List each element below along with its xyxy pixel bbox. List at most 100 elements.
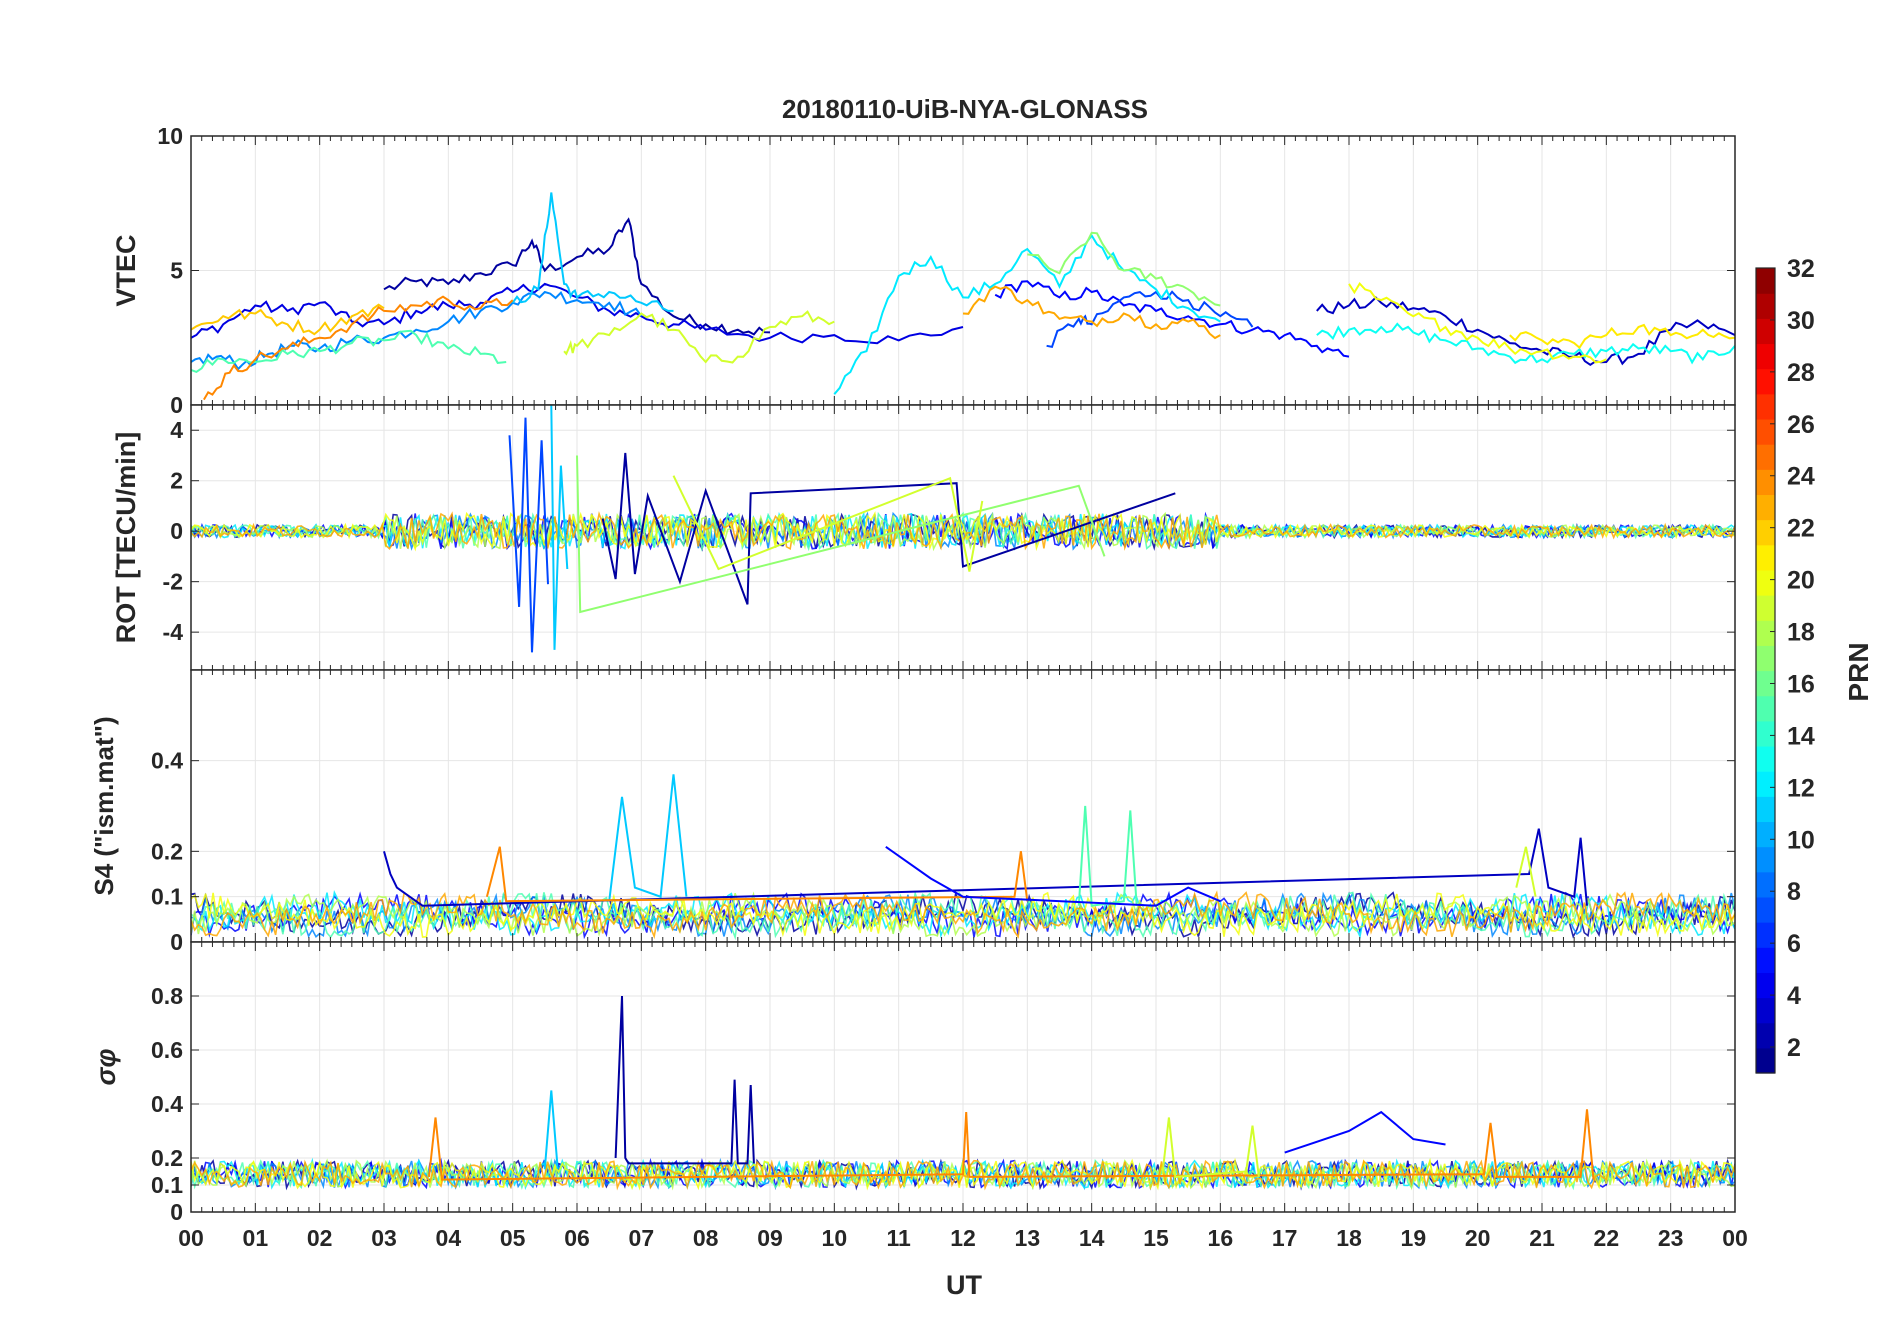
series-prn-5 [885,845,1221,907]
series-prn-2 [601,452,1176,605]
y-tick-label: 0.6 [151,1037,183,1063]
colorbar-segment [1756,444,1775,470]
x-tick-label: 07 [629,1225,655,1251]
colorbar-tick-label: 16 [1787,670,1815,698]
y-tick-label: -2 [163,569,183,595]
plot-area [191,774,1735,941]
series-prn-19 [672,475,984,572]
y-tick-label: 10 [157,123,183,149]
series-prn-5 [994,280,1350,358]
colorbar-tick-label: 8 [1787,878,1801,906]
x-tick-label: 18 [1336,1225,1362,1251]
colorbar-segment [1756,670,1775,697]
colorbar-segment [1756,1047,1775,1074]
x-tick-label: 03 [371,1225,397,1251]
colorbar-tick-label: 18 [1787,619,1815,647]
colorbar-segment [1756,972,1775,999]
noise-series-prn-18 [191,891,1735,938]
colorbar-segment [1756,544,1775,571]
colorbar-tick-label: 28 [1787,359,1815,387]
x-tick-label: 00 [178,1225,204,1251]
series-prn-24 [203,295,514,401]
colorbar-segment [1756,745,1775,772]
series-prn-11 [608,774,688,902]
colorbar-segment [1756,1022,1775,1049]
series-prn-7 [508,417,549,653]
y-tick-label: 0 [170,518,183,544]
series-prn-11 [511,192,674,312]
y-tick-label: 0.1 [151,884,183,910]
series-prn-24 [428,1109,1595,1181]
colorbar-tick-label: 14 [1787,722,1815,750]
y-tick-label: -4 [163,619,184,645]
colorbar-segment [1756,569,1775,596]
y-tick-label: 4 [170,417,183,443]
series-prn-2 [614,995,755,1165]
x-tick-label: 17 [1272,1225,1298,1251]
colorbar-tick-label: 24 [1787,463,1815,491]
series-prn-19 [563,310,835,364]
colorbar-tick-label: 22 [1787,515,1815,543]
colorbar-frame [1755,267,1776,1074]
panel-rot: -4 -2 0 2 4 ROT [TECU/min] [111,404,1736,671]
x-tick-label: 23 [1658,1225,1684,1251]
x-tick-label: 21 [1529,1225,1555,1251]
colorbar-tick-label: 4 [1787,982,1801,1010]
x-tick-label: 09 [757,1225,783,1251]
colorbar-tick-label: 2 [1787,1034,1801,1062]
series-prn-7 [1046,290,1254,349]
colorbar-segment [1756,871,1775,898]
colorbar-segment [1756,720,1775,747]
x-tick-label: 22 [1594,1225,1620,1251]
y-tick-label: 0.1 [151,1172,183,1198]
x-tick-label: 15 [1143,1225,1169,1251]
y-tick-label: 0.2 [151,1145,183,1171]
x-tick-label: 02 [307,1225,333,1251]
panel-sigma_phi: 00.10.2 0.4 0.6 0.8 σφ [91,941,1736,1225]
series-prn-4 [191,282,964,345]
series-prn-17 [576,455,1106,614]
series-prn-22 [191,303,385,336]
y-tick-label: 0.4 [151,1091,183,1117]
series-prn-3 [1316,296,1735,367]
colorbar-tick-label: 20 [1787,567,1815,595]
colorbar-segment [1756,268,1775,294]
series-prn-2 [383,217,771,336]
panel-s4: 0 0.1 0.2 0.4 S4 ("ism.mat") [89,669,1736,955]
series-prn-3 [383,828,1588,907]
colorbar-segment [1756,997,1775,1024]
noise-series-prn-20 [191,511,1735,552]
series-prn-11 [543,1090,559,1169]
y-tick-label: 0.4 [151,748,183,774]
noise-series-prn-23 [191,890,1735,940]
x-tick-label: 05 [500,1225,526,1251]
colorbar-segment [1756,771,1775,797]
colorbar-segment [1756,896,1775,923]
colorbar-segment [1756,293,1775,319]
y-tick-label: 2 [170,468,183,494]
x-tick-label: 08 [693,1225,719,1251]
y-tick-label: 0 [170,392,183,418]
x-tick-label: 19 [1401,1225,1427,1251]
x-tick-label: 16 [1208,1225,1234,1251]
colorbar-segment [1756,821,1775,848]
x-axis-label: UT [946,1270,982,1300]
series-prn-23 [962,285,1221,340]
colorbar-tick-label: 30 [1787,307,1815,335]
series-prn-19 [1161,1117,1260,1178]
y-tick-label: 0.8 [151,983,183,1009]
plot-area [191,405,1735,653]
colorbar-tick-label: 10 [1787,826,1815,854]
colorbar-segment [1756,368,1775,395]
y-tick-label: 0.2 [151,838,183,864]
series-prn-15 [191,329,507,374]
colorbar-segment [1756,343,1775,370]
x-tick-label: 14 [1079,1225,1105,1251]
x-tick-label: 10 [822,1225,848,1251]
x-tick-label: 00 [1722,1225,1748,1251]
noise-series-prn-18 [191,511,1735,552]
y-axis-label: S4 ("ism.mat") [89,716,119,895]
x-tick-label: 04 [436,1225,462,1251]
